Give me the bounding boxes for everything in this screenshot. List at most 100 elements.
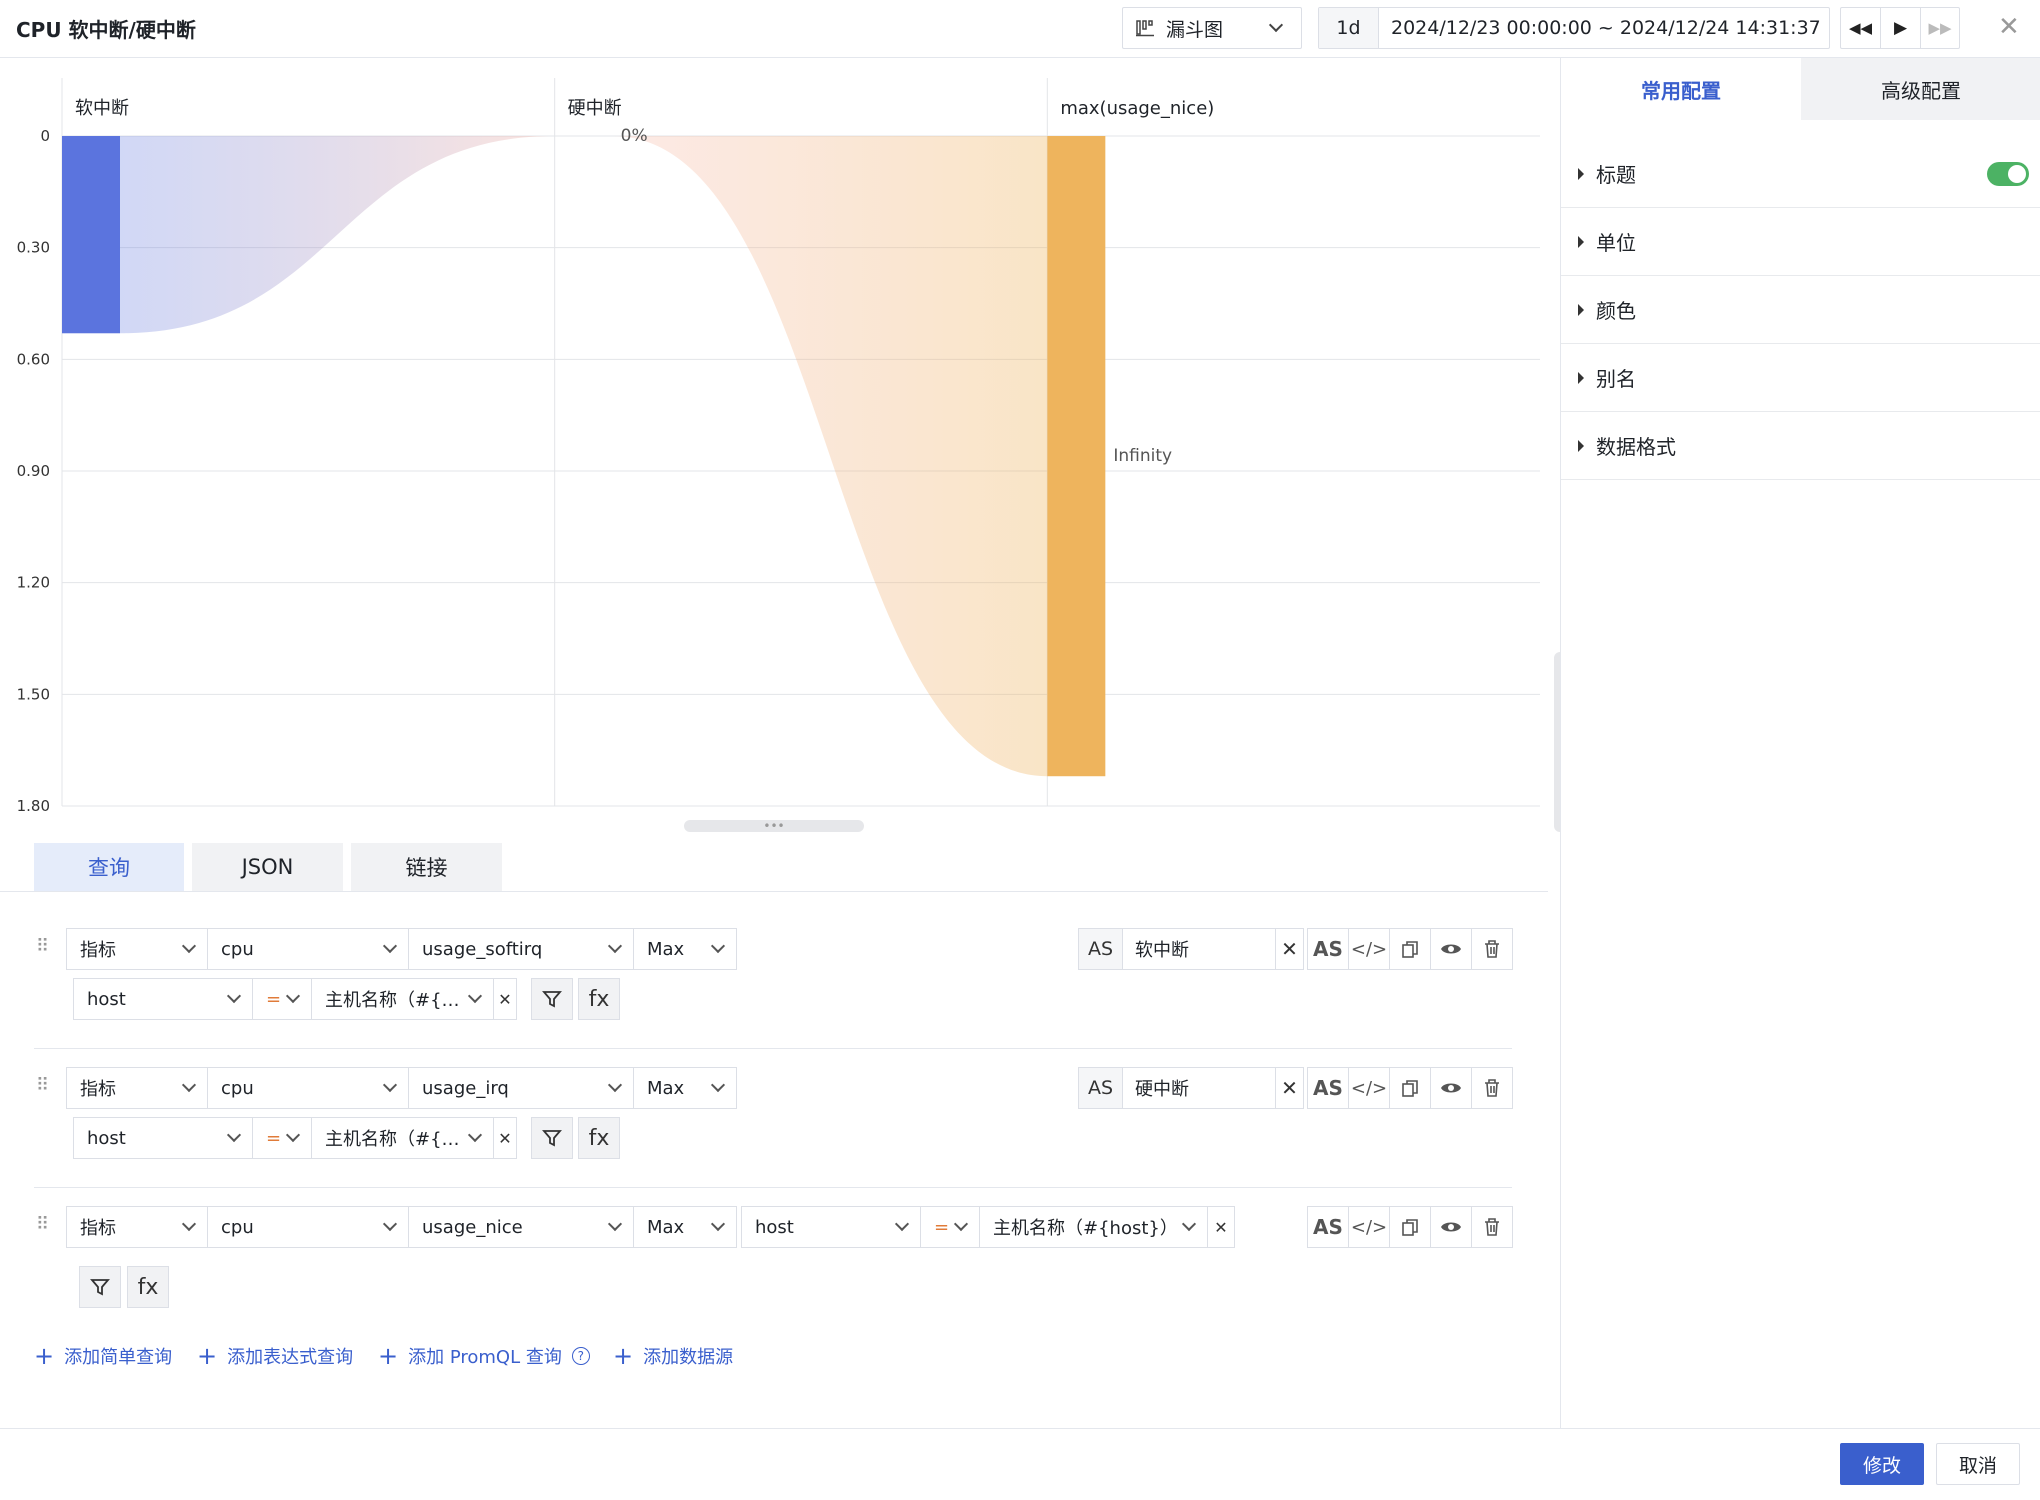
section-label: 数据格式 (1596, 435, 1676, 459)
select-value: cpu (221, 1216, 254, 1238)
measurement-select[interactable]: cpu (207, 1067, 409, 1109)
fast-forward-button[interactable]: ▶▶ (1928, 19, 1952, 37)
play-button[interactable]: ▶ (1881, 8, 1921, 48)
copy-icon[interactable] (1389, 1206, 1431, 1248)
filter-icon[interactable] (531, 978, 573, 1020)
tag-value-select[interactable]: 主机名称（#{… (311, 1117, 494, 1159)
section-label: 颜色 (1596, 299, 1636, 323)
query-type-select[interactable]: 指标 (66, 928, 208, 970)
help-icon[interactable]: ? (571, 1347, 590, 1365)
tab-json[interactable]: JSON (192, 843, 343, 891)
rewind-button[interactable]: ◀◀ (1841, 8, 1881, 48)
eye-icon[interactable] (1430, 1206, 1472, 1248)
chevron-down-icon (953, 1216, 969, 1232)
alias-toggle-button[interactable]: AS (1307, 928, 1349, 970)
close-icon[interactable]: ✕ (1998, 12, 2020, 42)
add-simple-query-link[interactable]: + 添加简单查询 (34, 1342, 172, 1370)
query-type-select[interactable]: 指标 (66, 1067, 208, 1109)
tab-query[interactable]: 查询 (34, 843, 184, 891)
tab-advanced-config[interactable]: 高级配置 (1801, 58, 2040, 120)
tab-link[interactable]: 链接 (351, 843, 502, 891)
aggregation-select[interactable]: Max (633, 1067, 737, 1109)
section-alias[interactable]: 别名 (1561, 344, 2040, 412)
link-label: 添加简单查询 (64, 1347, 173, 1368)
copy-icon[interactable] (1389, 928, 1431, 970)
alias-input[interactable]: 软中断 (1135, 940, 1189, 961)
section-unit[interactable]: 单位 (1561, 208, 2040, 276)
alias-toggle-button[interactable]: AS (1307, 1067, 1349, 1109)
field-select[interactable]: usage_irq (408, 1067, 634, 1109)
tab-common-config[interactable]: 常用配置 (1561, 58, 1801, 120)
tag-key-select[interactable]: host (741, 1206, 921, 1248)
chevron-down-icon (285, 1127, 301, 1143)
function-button[interactable]: fx (578, 978, 620, 1020)
confirm-button[interactable]: 修改 (1840, 1443, 1924, 1485)
remove-filter-button[interactable]: ✕ (1207, 1206, 1235, 1248)
eye-icon[interactable] (1430, 928, 1472, 970)
section-color[interactable]: 颜色 (1561, 276, 2040, 344)
field-select[interactable]: usage_softirq (408, 928, 634, 970)
delete-icon[interactable] (1471, 1067, 1513, 1109)
copy-icon[interactable] (1389, 1067, 1431, 1109)
title-toggle[interactable] (1987, 162, 2029, 186)
funnel-chart: 0 0.30 0.60 0.90 1.20 1.50 1.80 软中断 硬中断 max(usage… (17, 78, 1540, 815)
chart-area: 0 0.30 0.60 0.90 1.20 1.50 1.80 软中断 硬中断 max(usage… (0, 58, 1550, 828)
range-short-button[interactable]: 1d (1319, 8, 1379, 48)
field-select[interactable]: usage_nice (408, 1206, 634, 1248)
section-title[interactable]: 标题 (1561, 140, 2040, 208)
select-value: Max (647, 1077, 685, 1099)
alias-toggle-button[interactable]: AS (1307, 1206, 1349, 1248)
chevron-down-icon (710, 1216, 726, 1232)
filter-icon[interactable] (531, 1117, 573, 1159)
select-value: host (87, 1127, 126, 1149)
operator-select[interactable]: = (920, 1206, 980, 1248)
function-button[interactable]: fx (578, 1117, 620, 1159)
aggregation-select[interactable]: Max (633, 928, 737, 970)
drag-handle-icon[interactable]: ⠿ (36, 1214, 50, 1235)
funnel-bar (62, 136, 120, 334)
horizontal-resize-handle[interactable]: ••• (684, 819, 864, 833)
delete-icon[interactable] (1471, 1206, 1513, 1248)
code-icon[interactable]: </> (1348, 1206, 1390, 1248)
aggregation-select[interactable]: Max (633, 1206, 737, 1248)
code-icon[interactable]: </> (1348, 928, 1390, 970)
chevron-down-icon (710, 938, 726, 954)
delete-icon[interactable] (1471, 928, 1513, 970)
remove-filter-button[interactable]: ✕ (493, 1117, 517, 1159)
measurement-select[interactable]: cpu (207, 1206, 409, 1248)
function-button[interactable]: fx (127, 1266, 169, 1308)
eye-icon[interactable] (1430, 1067, 1472, 1109)
alias-group: AS 软中断 ✕ (1078, 928, 1304, 970)
filter-icon[interactable] (79, 1266, 121, 1308)
tag-value-select[interactable]: 主机名称（#{… (311, 978, 494, 1020)
remove-filter-button[interactable]: ✕ (493, 978, 517, 1020)
add-promql-query-link[interactable]: + 添加 PromQL 查询 ? (378, 1342, 590, 1370)
caret-right-icon (1578, 303, 1584, 316)
tag-key-select[interactable]: host (73, 978, 253, 1020)
query-type-select[interactable]: 指标 (66, 1206, 208, 1248)
operator-select[interactable]: = (252, 978, 312, 1020)
section-data-format[interactable]: 数据格式 (1561, 412, 2040, 480)
y-tick-label: 1.20 (17, 574, 50, 592)
tag-key-select[interactable]: host (73, 1117, 253, 1159)
add-expression-query-link[interactable]: + 添加表达式查询 (197, 1342, 353, 1370)
y-tick-label: 1.80 (17, 797, 50, 815)
alias-input[interactable]: 硬中断 (1135, 1079, 1189, 1100)
cancel-button[interactable]: 取消 (1936, 1443, 2020, 1485)
code-icon[interactable]: </> (1348, 1067, 1390, 1109)
chart-type-select[interactable]: 漏斗图 (1122, 7, 1302, 49)
query-row-2: ⠿ 指标 cpu usage_irq Max host = 主机名称（#{… ✕… (0, 1067, 1548, 1167)
query-row-3: ⠿ 指标 cpu usage_nice Max host = 主机名称（#{ho… (0, 1206, 1548, 1316)
clear-alias-icon[interactable]: ✕ (1275, 929, 1303, 969)
drag-handle-icon[interactable]: ⠿ (36, 1075, 50, 1096)
y-tick-label: 0.60 (17, 350, 50, 368)
operator-select[interactable]: = (252, 1117, 312, 1159)
chevron-down-icon (894, 1216, 910, 1232)
drag-handle-icon[interactable]: ⠿ (36, 936, 49, 957)
time-range-picker[interactable]: 1d 2024/12/23 00:00:00 ~ 2024/12/24 14:3… (1318, 7, 1830, 49)
clear-alias-icon[interactable]: ✕ (1275, 1068, 1303, 1108)
config-panel: 常用配置 高级配置 标题 单位 颜色 别名 数据格式 (1560, 58, 2040, 1428)
add-datasource-link[interactable]: + 添加数据源 (613, 1342, 733, 1370)
tag-value-select[interactable]: 主机名称（#{host}） (979, 1206, 1208, 1248)
measurement-select[interactable]: cpu (207, 928, 409, 970)
